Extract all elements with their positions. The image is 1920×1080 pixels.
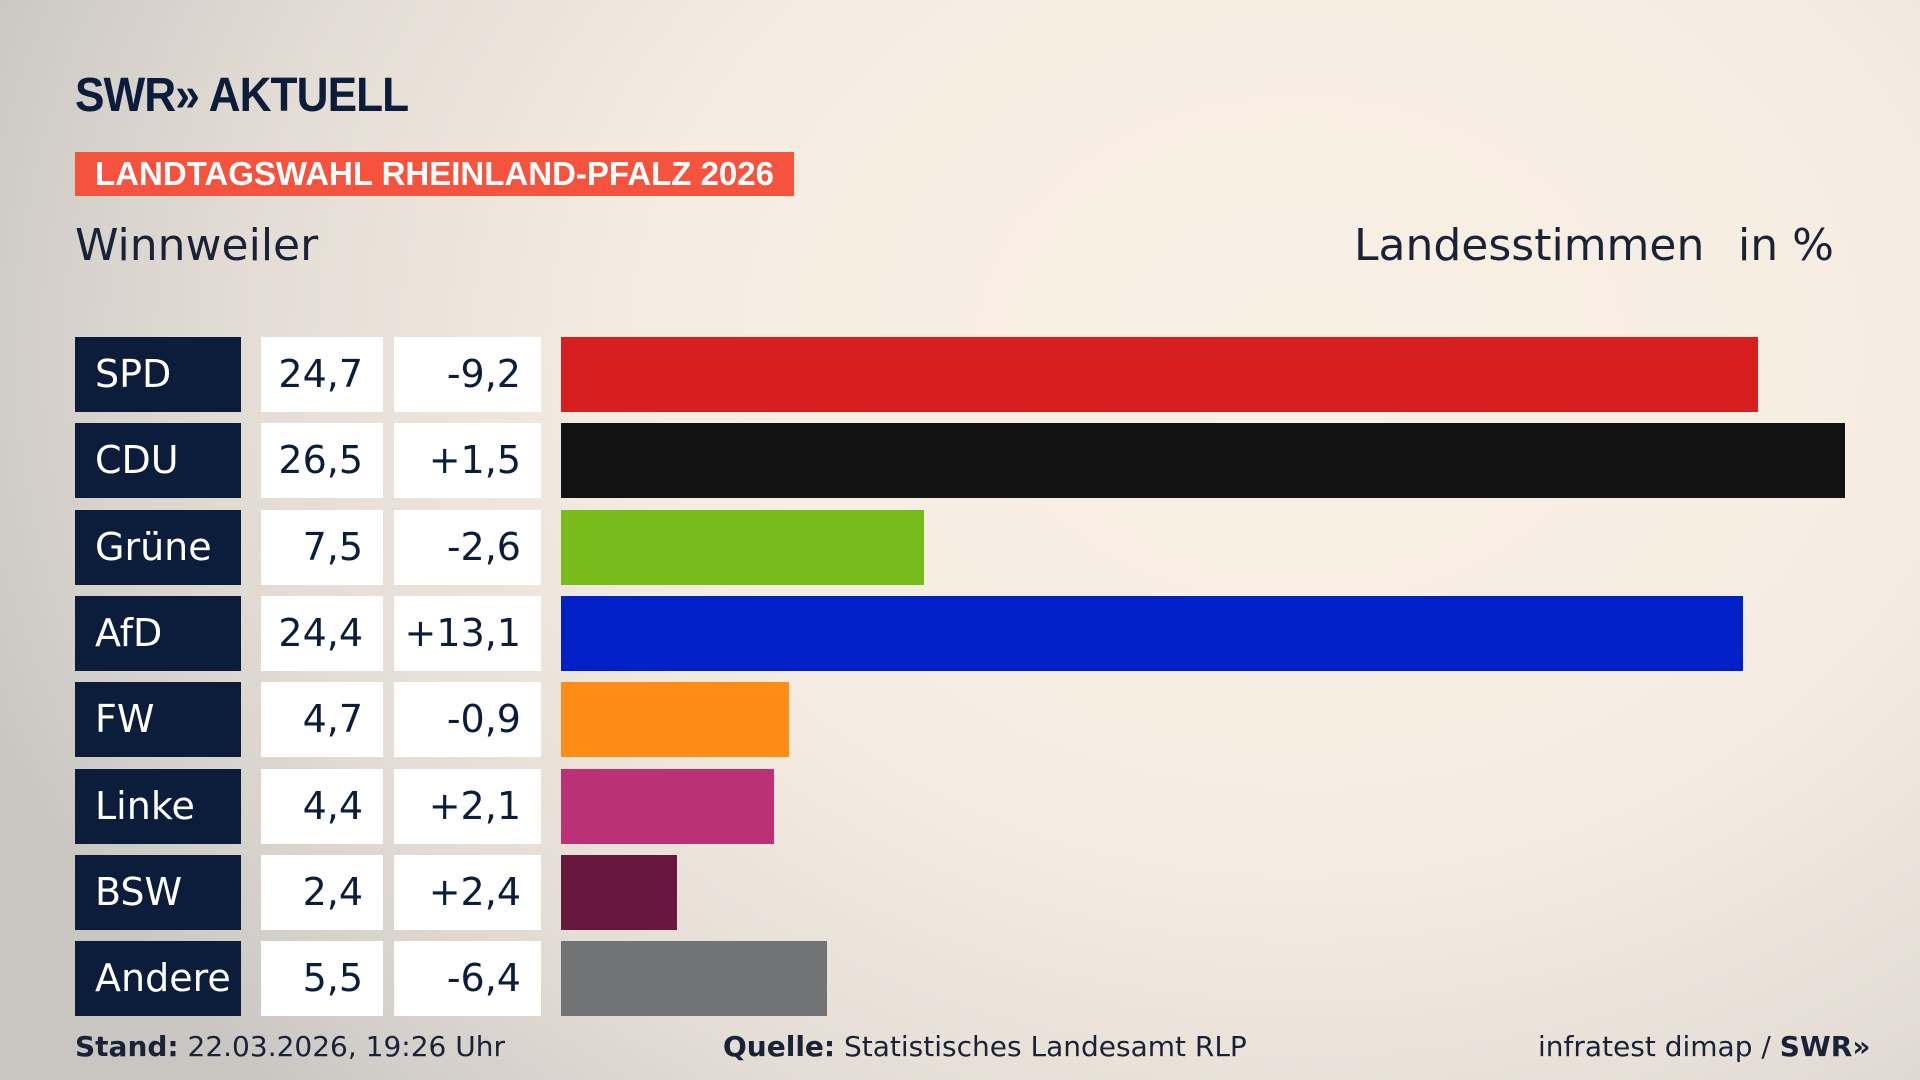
vote-share: 4,4 xyxy=(261,768,383,844)
party-name: CDU xyxy=(75,423,241,499)
party-name: SPD xyxy=(75,337,241,412)
stand-value: 22.03.2026, 19:26 Uhr xyxy=(187,1030,505,1063)
vote-share: 24,7 xyxy=(261,337,383,412)
source-value: Statistisches Landesamt RLP xyxy=(844,1030,1247,1063)
vote-change: -6,4 xyxy=(394,941,541,1017)
region-title: Winnweiler xyxy=(75,220,319,271)
bar-bsw xyxy=(561,854,678,930)
vote-change: +1,5 xyxy=(394,423,541,499)
party-name: Andere xyxy=(75,941,241,1017)
source-label: Quelle: xyxy=(723,1030,836,1063)
credit-text: infratest dimap / xyxy=(1538,1030,1780,1063)
party-name: FW xyxy=(75,682,241,758)
vote-share: 24,4 xyxy=(261,595,383,671)
vote-change: -2,6 xyxy=(394,509,541,585)
vote-change: +13,1 xyxy=(394,595,541,671)
vote-share: 5,5 xyxy=(261,941,383,1017)
vote-share: 4,7 xyxy=(261,682,383,758)
vote-change: +2,1 xyxy=(394,768,541,844)
vote-share: 26,5 xyxy=(261,423,383,499)
swr-aktuell-logo: SWR» AKTUELL xyxy=(75,69,409,122)
stand-label: Stand: xyxy=(75,1030,179,1063)
vote-change: +2,4 xyxy=(394,854,541,930)
vote-change: -9,2 xyxy=(394,337,541,412)
bar-gruene xyxy=(561,509,925,585)
source: Quelle: Statistisches Landesamt RLP xyxy=(723,1030,1247,1063)
bar-andere xyxy=(561,941,828,1017)
election-badge: LANDTAGSWAHL RHEINLAND-PFALZ 2026 xyxy=(75,152,794,196)
vote-share: 2,4 xyxy=(261,854,383,930)
bar-afd xyxy=(561,595,1744,671)
vote-share: 7,5 xyxy=(261,509,383,585)
party-name: Grüne xyxy=(75,509,241,585)
bar-cdu xyxy=(561,423,1845,499)
timestamp: Stand: 22.03.2026, 19:26 Uhr xyxy=(75,1030,505,1063)
vote-change: -0,9 xyxy=(394,682,541,758)
unit-label: in % xyxy=(1738,220,1834,271)
party-name: BSW xyxy=(75,854,241,930)
measure-label: Landesstimmen xyxy=(1354,220,1705,271)
party-name: AfD xyxy=(75,595,241,671)
credit: infratest dimap / SWR» xyxy=(1538,1030,1870,1063)
swr-logo: SWR» xyxy=(1779,1030,1871,1063)
bar-linke xyxy=(561,768,775,844)
bar-spd xyxy=(561,337,1758,412)
bar-fw xyxy=(561,682,789,758)
party-name: Linke xyxy=(75,768,241,844)
